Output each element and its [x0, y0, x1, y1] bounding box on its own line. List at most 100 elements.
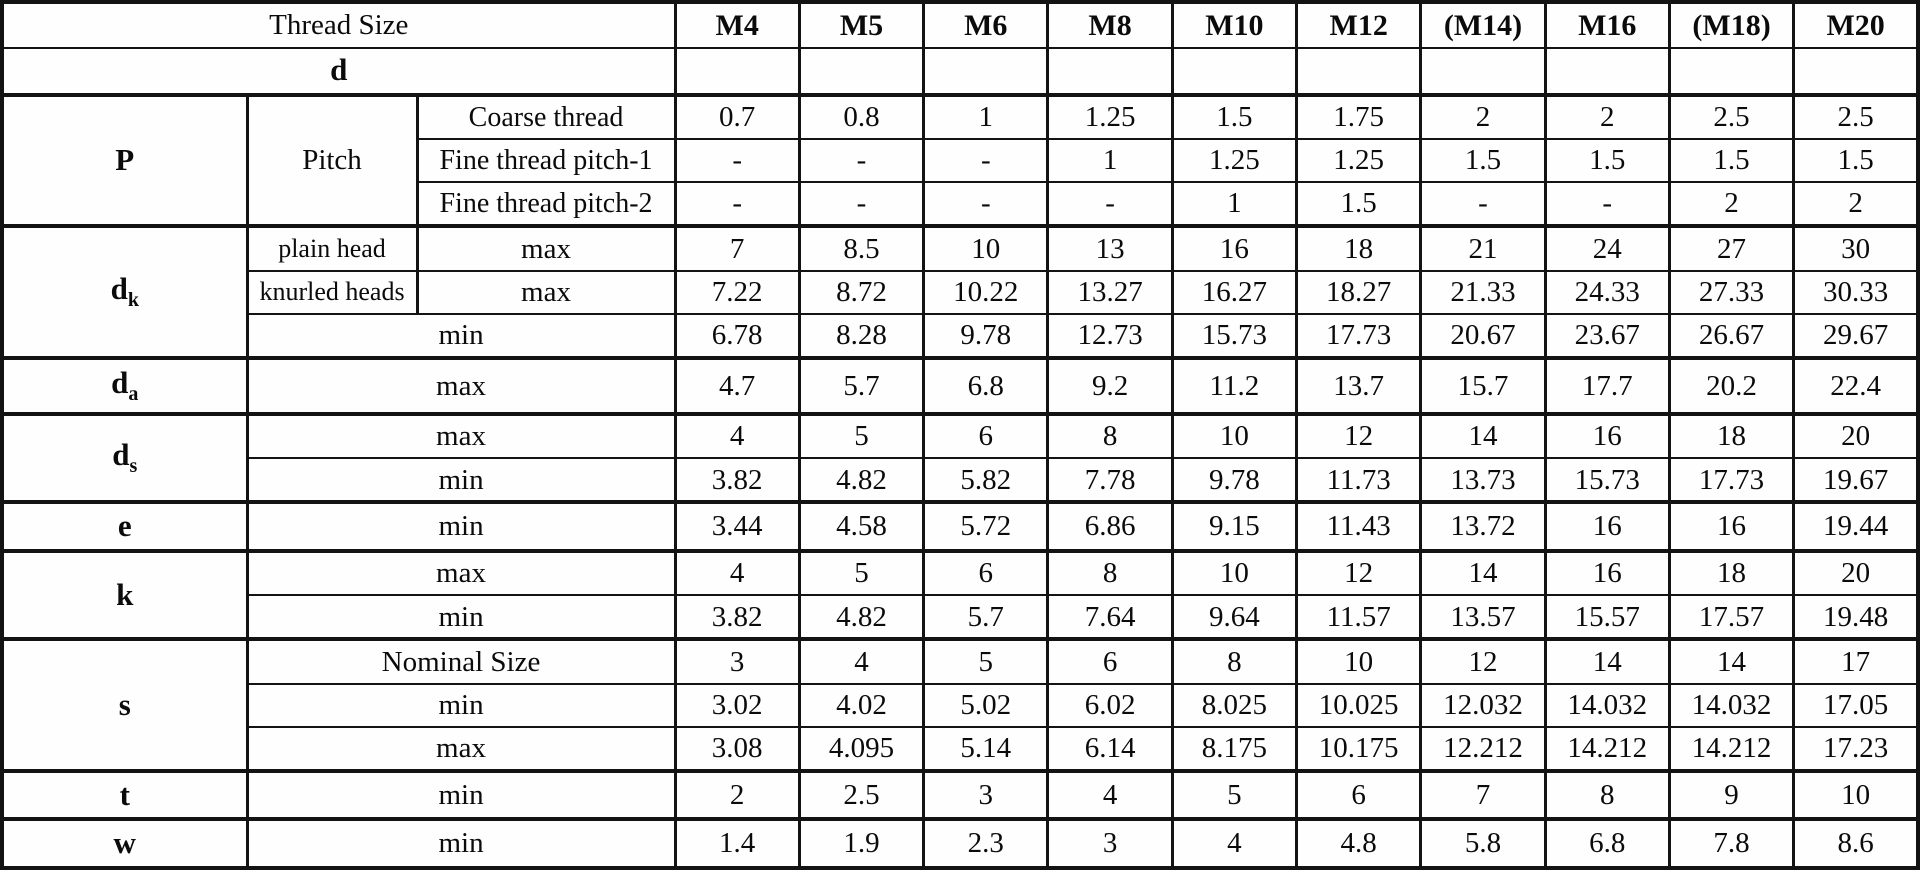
value-cell: 14 [1419, 548, 1546, 596]
row-dk-min: min 6.78 8.28 9.78 12.73 15.73 17.73 20.67 23.6… [2, 312, 1918, 358]
value-cell: 5.82 [922, 457, 1048, 503]
row-d: d [0, 46, 1918, 95]
value-cell: 6.8 [1543, 817, 1670, 868]
value-cell: 6 [922, 548, 1048, 596]
row-dk-plain-max: dk plain head max 7 8.5 10 13 16 18 21 24 27 30 [0, 224, 1918, 358]
row-head-s: s [0, 637, 247, 771]
value-cell: 2 [1419, 92, 1546, 140]
empty-cell [673, 46, 800, 95]
value-cell: 6.8 [922, 355, 1048, 414]
row-pitch-fine2: Fine thread pitch-2 - - - -1 1.5- -2 2 [2, 181, 1918, 227]
value-cell: 17 [1792, 637, 1918, 684]
value-cell: 5 [797, 548, 924, 596]
value-cell: 4.7 [673, 355, 800, 414]
value-cell: 14 [1667, 637, 1794, 684]
value-cell: - [1419, 181, 1546, 227]
value-cell: 12 [1295, 411, 1421, 459]
ds-min-label: min [245, 457, 676, 503]
thread-size-label: Thread Size [0, 1, 676, 48]
value-cell: 22.4 [1792, 355, 1918, 414]
value-cell: 5.8 [1419, 817, 1546, 868]
empty-cell [797, 46, 924, 95]
value-cell: 17.7 [1543, 355, 1670, 414]
fine-thread-2-label: Fine thread pitch-2 [415, 181, 676, 227]
value-cell: 9.78 [922, 312, 1048, 358]
value-cell: 10 [1295, 637, 1421, 684]
value-cell: 15.7 [1419, 355, 1546, 414]
value-cell: 0.8 [797, 92, 924, 140]
value-cell: 11.43 [1295, 500, 1421, 551]
value-cell: 4 [1170, 817, 1297, 868]
value-cell: 4.095 [797, 725, 924, 771]
value-cell: 21.33 [1419, 269, 1546, 314]
column-header: M8 [1046, 1, 1173, 48]
value-cell: 11.73 [1295, 457, 1421, 503]
value-cell: 12.032 [1419, 682, 1546, 727]
column-header: M10 [1170, 1, 1297, 48]
value-cell: 2 [1792, 181, 1918, 227]
value-cell: 13.7 [1295, 355, 1421, 414]
value-cell: 20 [1792, 411, 1918, 459]
value-cell: 20 [1792, 548, 1918, 596]
value-cell: 17.73 [1667, 457, 1794, 503]
value-cell: 5 [1170, 768, 1297, 820]
value-cell: 1.5 [1667, 138, 1794, 183]
value-cell: 1.75 [1295, 92, 1421, 140]
knurled-heads-label: knurled heads [245, 269, 417, 314]
value-cell: 13.57 [1419, 594, 1546, 640]
row-t-min: t min 2 2.5 3 4 5 6 7 8 9 10 [0, 768, 1918, 820]
value-cell: 5.14 [922, 725, 1048, 771]
empty-cell [1792, 46, 1918, 95]
value-cell: - [797, 181, 924, 227]
value-cell: 7 [1419, 768, 1546, 820]
row-head-ds: ds [0, 411, 247, 503]
value-cell: 2 [1667, 181, 1794, 227]
value-cell: 30 [1792, 224, 1918, 271]
value-cell: 18.27 [1295, 269, 1421, 314]
value-cell: 3 [1046, 817, 1173, 868]
column-header: M12 [1295, 1, 1421, 48]
value-cell: 30.33 [1792, 269, 1918, 314]
s-max-label: max [245, 725, 676, 771]
column-header: M16 [1543, 1, 1670, 48]
empty-cell [1419, 46, 1546, 95]
empty-cell [1667, 46, 1794, 95]
dk-knurled-max-label: max [415, 269, 676, 314]
value-cell: 11.57 [1295, 594, 1421, 640]
s-min-label: min [245, 682, 676, 727]
value-cell: 16 [1543, 411, 1670, 459]
value-cell: 15.73 [1170, 312, 1297, 358]
value-cell: 9.78 [1170, 457, 1297, 503]
value-cell: 4 [1046, 768, 1173, 820]
value-cell: 5 [797, 411, 924, 459]
k-max-label: max [245, 548, 676, 596]
value-cell: 11.2 [1170, 355, 1297, 414]
value-cell: 15.57 [1543, 594, 1670, 640]
value-cell: 14.032 [1543, 682, 1670, 727]
value-cell: 8 [1046, 411, 1173, 459]
row-da-max: da max 4.7 5.7 6.8 9.2 11.2 13.7 15.7 17.7 20.2 2… [0, 355, 1918, 414]
value-cell: 0.7 [673, 92, 800, 140]
value-cell: 26.67 [1667, 312, 1794, 358]
value-cell: 19.48 [1792, 594, 1918, 640]
row-s-max: max 3.08 4.095 5.14 6.14 8.175 10.175 12.212 14… [2, 725, 1918, 771]
value-cell: 10.22 [922, 269, 1048, 314]
row-head-d: d [0, 46, 676, 95]
value-cell: 2.5 [1792, 92, 1918, 140]
value-cell: 16 [1667, 500, 1794, 551]
value-cell: 4.82 [797, 594, 924, 640]
value-cell: 2.5 [797, 768, 924, 820]
value-cell: 6.02 [1046, 682, 1173, 727]
value-cell: 10 [1170, 411, 1297, 459]
row-pitch-coarse: P Pitch Coarse thread 0.7 0.8 1 1.25 1.5 1.75… [0, 92, 1918, 227]
value-cell: 20.67 [1419, 312, 1546, 358]
column-header: M5 [797, 1, 924, 48]
header-row: Thread Size M4 M5 M6 M8 M10 M12 (M14) M16 (M18) M… [0, 1, 1918, 48]
row-s-nominal: s Nominal Size 3 4 5 6 8 10 12 14 14 17 [0, 637, 1918, 771]
value-cell: 3.82 [673, 457, 800, 503]
k-min-label: min [245, 594, 676, 640]
value-cell: 14 [1419, 411, 1546, 459]
value-cell: 1.25 [1046, 92, 1173, 140]
value-cell: 8.28 [797, 312, 924, 358]
